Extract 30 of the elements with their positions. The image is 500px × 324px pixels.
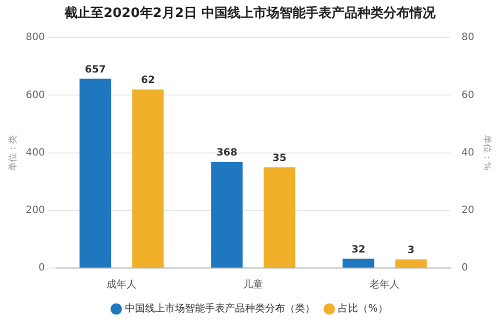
y-tick-label: 600 bbox=[26, 90, 45, 101]
x-tick-label: 儿童 bbox=[243, 278, 264, 291]
data-label: 368 bbox=[216, 148, 238, 159]
legend-label: 中国线上市场智能手表产品种类分布（类） bbox=[125, 302, 316, 315]
y2-axis-title: 单位：% bbox=[481, 135, 492, 172]
chart-title: 截止至2020年2月2日 中国线上市场智能手表产品种类分布情况 bbox=[64, 5, 436, 22]
y-tick-label: 400 bbox=[26, 147, 45, 158]
y-tick-label: 800 bbox=[26, 32, 45, 44]
y2-tick-label: 40 bbox=[461, 147, 474, 158]
y2-tick-label: 60 bbox=[461, 90, 474, 101]
x-tick-label: 老年人 bbox=[370, 278, 400, 291]
y2-tick-label: 80 bbox=[461, 32, 474, 44]
bar bbox=[132, 89, 164, 268]
data-label: 657 bbox=[84, 64, 106, 76]
y2-tick-label: 20 bbox=[461, 204, 474, 216]
data-label: 35 bbox=[272, 152, 286, 164]
x-tick-label: 成年人 bbox=[106, 278, 137, 291]
y-tick-label: 200 bbox=[26, 204, 45, 216]
y-axis-title: 单位：类 bbox=[8, 134, 19, 171]
legend-label: 占比（%） bbox=[338, 302, 388, 315]
y-tick-label: 0 bbox=[38, 262, 45, 274]
bar bbox=[395, 259, 427, 268]
bar bbox=[264, 167, 296, 268]
data-label: 3 bbox=[408, 244, 415, 256]
data-label: 32 bbox=[351, 244, 366, 256]
bar bbox=[80, 78, 112, 268]
y2-tick-label: 0 bbox=[461, 262, 468, 274]
bar bbox=[342, 258, 374, 268]
data-label: 62 bbox=[140, 75, 155, 86]
bar bbox=[211, 162, 243, 268]
